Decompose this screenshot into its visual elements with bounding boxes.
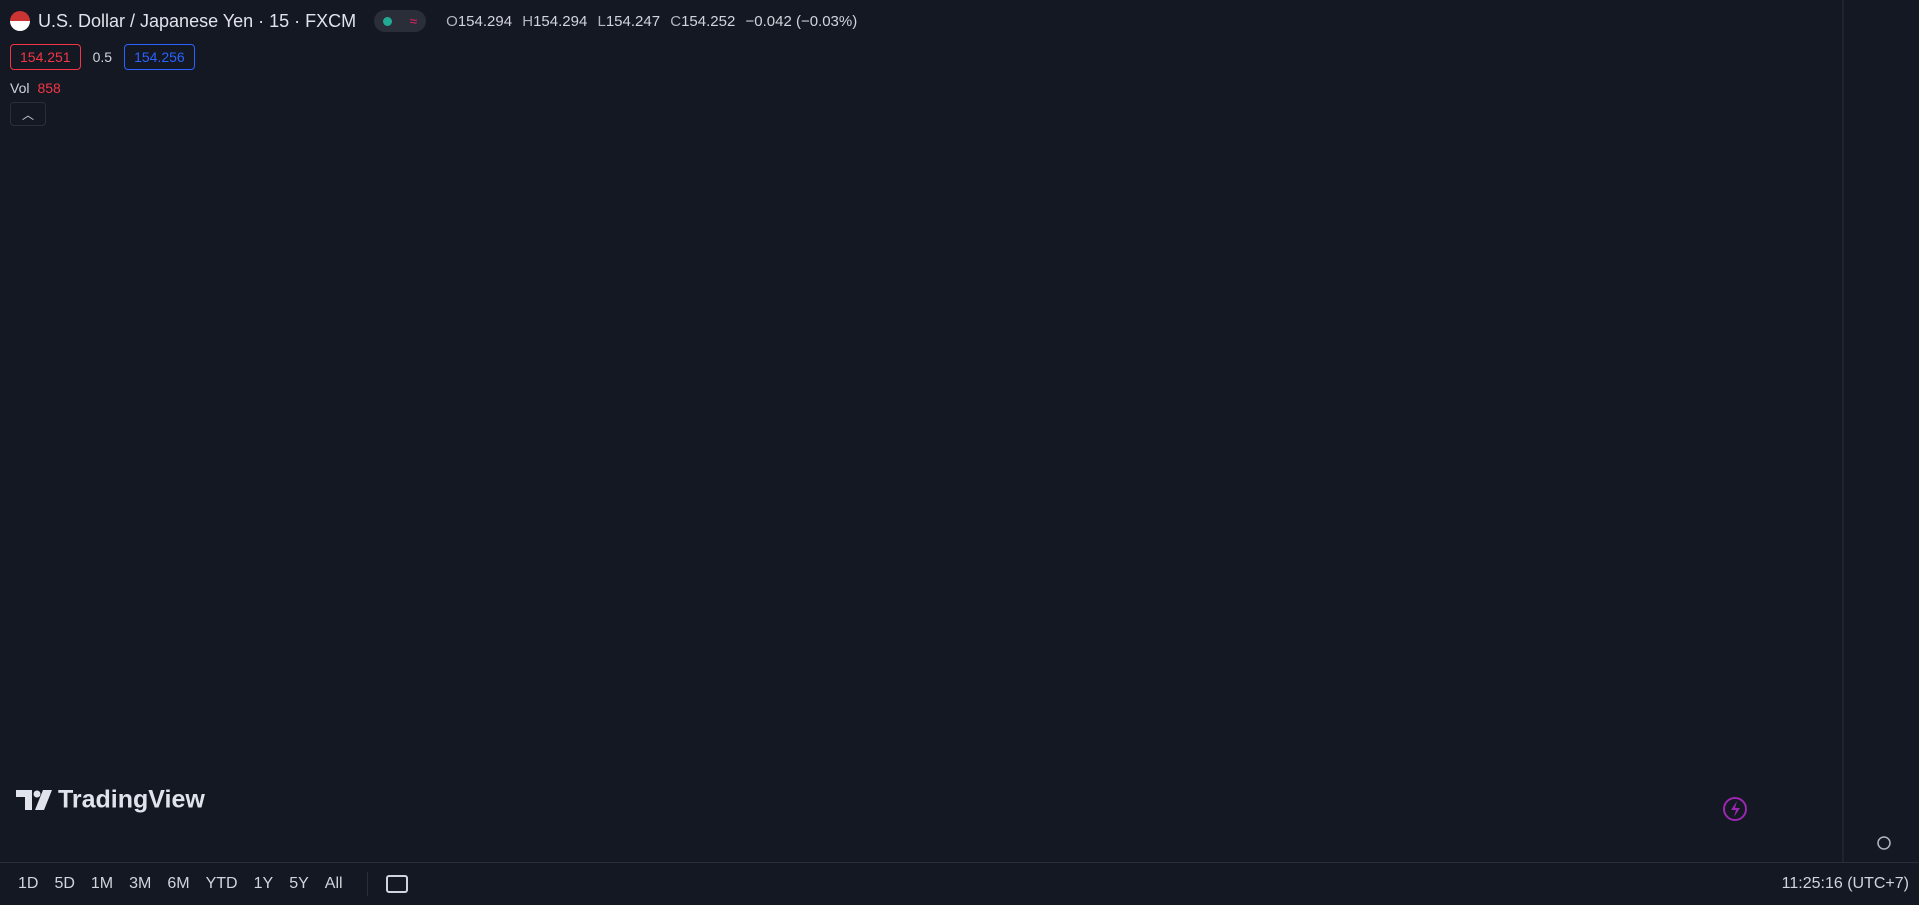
ohlc-value: 154.247 <box>605 12 661 30</box>
legend-row: U.S. Dollar / Japanese Yen · 15 · FXCM ≈… <box>10 10 857 32</box>
status-toggle[interactable]: ≈ <box>374 10 427 32</box>
ask[interactable]: 154.256 <box>124 44 195 70</box>
range-button[interactable]: 1Y <box>253 875 274 892</box>
separator <box>366 872 368 896</box>
range-button[interactable]: 1D <box>18 875 39 892</box>
range-button[interactable]: 1M <box>90 875 114 892</box>
alert-icon[interactable] <box>1723 797 1747 821</box>
alert-bolt[interactable] <box>1731 801 1740 817</box>
alert-ring[interactable] <box>1723 797 1747 821</box>
date-range-icon[interactable] <box>385 875 408 893</box>
brand-logo: TradingView <box>16 786 205 814</box>
ohlc-label: O <box>446 12 458 30</box>
symbol-title[interactable]: U.S. Dollar / Japanese Yen · 15 · FXCM <box>38 10 357 31</box>
quote-row: 154.251 0.5 154.256 <box>10 44 857 70</box>
clock[interactable]: 11:25:16 (UTC+7) <box>1781 875 1909 892</box>
ohlc-value: 154.294 <box>457 12 513 30</box>
collapse-button[interactable]: ︿ <box>10 102 46 126</box>
ohlc-label: L <box>597 12 606 30</box>
volume-label: Vol <box>10 80 30 96</box>
ohlc-value: 154.294 <box>533 12 588 30</box>
change: −0.042 (−0.03%) <box>745 12 858 30</box>
range-button[interactable]: 5Y <box>289 875 309 892</box>
ohlc-value: 154.252 <box>681 12 736 30</box>
range-button[interactable]: 3M <box>129 875 152 892</box>
legend: U.S. Dollar / Japanese Yen · 15 · FXCM ≈… <box>10 10 857 126</box>
range-button[interactable]: 6M <box>167 875 190 892</box>
bid[interactable]: 154.251 <box>10 44 81 70</box>
range-buttons: 1D 5D 1M 3M 6M YTD 1Y 5Y All <box>0 875 343 893</box>
ohlc-label: H <box>522 12 534 30</box>
logo-dot <box>33 790 41 798</box>
settings-icon[interactable] <box>1877 836 1891 850</box>
symbol-icon <box>10 11 30 31</box>
spread: 0.5 <box>92 49 113 65</box>
brand-name: TradingView <box>58 786 205 814</box>
ohlc: O154.294 H154.294 L154.247 C154.252 −0.0… <box>446 13 857 30</box>
status-dot <box>382 16 392 26</box>
status-wave: ≈ <box>409 13 418 29</box>
range-button[interactable]: YTD <box>205 875 238 892</box>
range-button[interactable]: 5D <box>54 875 75 892</box>
bottom-toolbar: 1D 5D 1M 3M 6M YTD 1Y 5Y All 11:25:16 (UTC+7) <box>0 862 1919 905</box>
volume-value: 858 <box>37 80 61 96</box>
ohlc-label: C <box>670 12 682 30</box>
volume-legend: Vol 858 <box>10 80 857 96</box>
logo-icon <box>16 790 52 810</box>
range-button[interactable]: All <box>324 875 343 892</box>
